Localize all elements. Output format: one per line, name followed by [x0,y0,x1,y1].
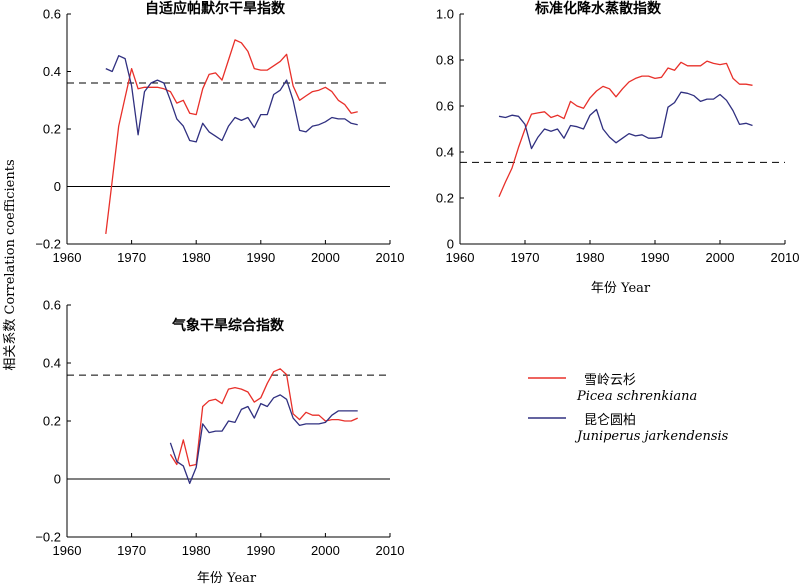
x-tick-label: 1970 [117,250,146,265]
panel-scpdsi: −0.2 0 0.2 0.4 0.6 1960 1970 1980 1990 2000 2010 自适… [35,0,404,265]
legend-label-juniperus-latin: Juniperus jarkendensis [574,429,729,444]
panel-spei: 0 0.2 0.4 0.6 0.8 1.0 1960 1970 1980 1990 2000 2010… [436,0,800,296]
y-tick-label: 0 [54,472,61,487]
x-axis-label: 年份 Year [197,571,257,585]
series-line-juniperus [498,91,753,150]
y-tick-label: 0.6 [436,99,454,114]
y-axis-label: 相关系数 Correlation coefficients [3,159,18,370]
y-tick-label: 0.4 [436,145,454,160]
x-axis-label: 年份 Year [591,281,651,296]
x-tick-label: 2000 [706,250,735,265]
y-tick-label: 0 [447,237,454,252]
series-line-juniperus [169,394,358,485]
series-line-picea [498,60,753,198]
x-tick-label: 2010 [771,250,800,265]
series-line-juniperus [105,55,358,143]
y-tick-label: −0.2 [35,530,61,545]
legend-label-picea-latin: Picea schrenkiana [576,389,697,404]
panel-title: 气象干旱综合指数 [171,317,285,334]
panel-title: 自适应帕默尔干旱指数 [145,0,286,17]
x-tick-label: 1960 [53,543,82,558]
x-tick-label: 1990 [246,250,275,265]
series-line-picea [105,39,358,234]
legend-label-picea-cn: 雪岭云杉 [584,373,636,388]
y-tick-label: 0.6 [43,7,61,22]
y-tick-label: 0.4 [43,356,61,371]
x-tick-label: 2000 [311,543,340,558]
x-tick-label: 1970 [117,543,146,558]
x-tick-label: 1980 [182,543,211,558]
x-tick-label: 1990 [246,543,275,558]
legend: 雪岭云杉 Picea schrenkiana 昆仑圆柏 Juniperus ja… [528,373,729,444]
y-tick-label: 0.2 [43,122,61,137]
y-tick-label: 0.6 [43,298,61,313]
y-tick-label: 0 [54,179,61,194]
x-tick-label: 1970 [511,250,540,265]
panel-title: 标准化降水蒸散指数 [534,0,662,17]
x-tick-label: 2000 [311,250,340,265]
x-tick-label: 1990 [641,250,670,265]
x-tick-label: 1960 [53,250,82,265]
x-tick-label: 1960 [446,250,475,265]
x-tick-label: 2010 [376,250,405,265]
y-tick-label: 1.0 [436,7,454,22]
y-tick-label: 0.8 [436,53,454,68]
x-tick-label: 1980 [182,250,211,265]
panel-mci: −0.2 0 0.2 0.4 0.6 1960 1970 1980 1990 2000 2010 气象… [35,298,404,585]
y-tick-label: −0.2 [35,237,61,252]
y-tick-label: 0.2 [43,414,61,429]
legend-label-juniperus-cn: 昆仑圆柏 [584,413,636,428]
x-tick-label: 1980 [576,250,605,265]
y-tick-label: 0.4 [43,64,61,79]
y-tick-label: 0.2 [436,191,454,206]
x-tick-label: 2010 [376,543,405,558]
